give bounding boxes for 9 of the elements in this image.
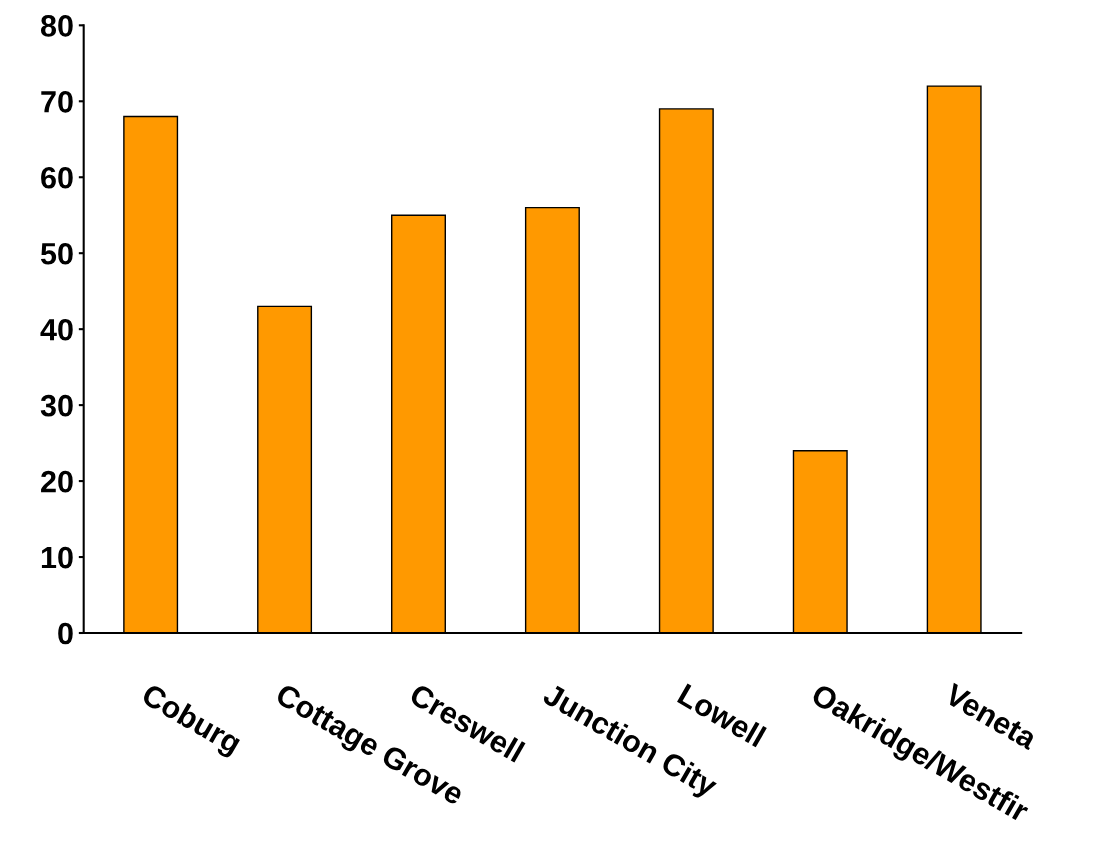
- y-tick-label: 60: [41, 166, 73, 189]
- y-tick-label: 10: [41, 546, 73, 569]
- y-tick-label: 0: [58, 622, 73, 645]
- y-tick-label: 70: [41, 91, 73, 113]
- y-tick-label: 40: [40, 318, 73, 341]
- y-tick-label: 80: [40, 15, 73, 37]
- y-tick-label: 30: [40, 394, 73, 417]
- y-tick-label: 20: [41, 470, 73, 493]
- y-tick-label: 50: [40, 242, 73, 265]
